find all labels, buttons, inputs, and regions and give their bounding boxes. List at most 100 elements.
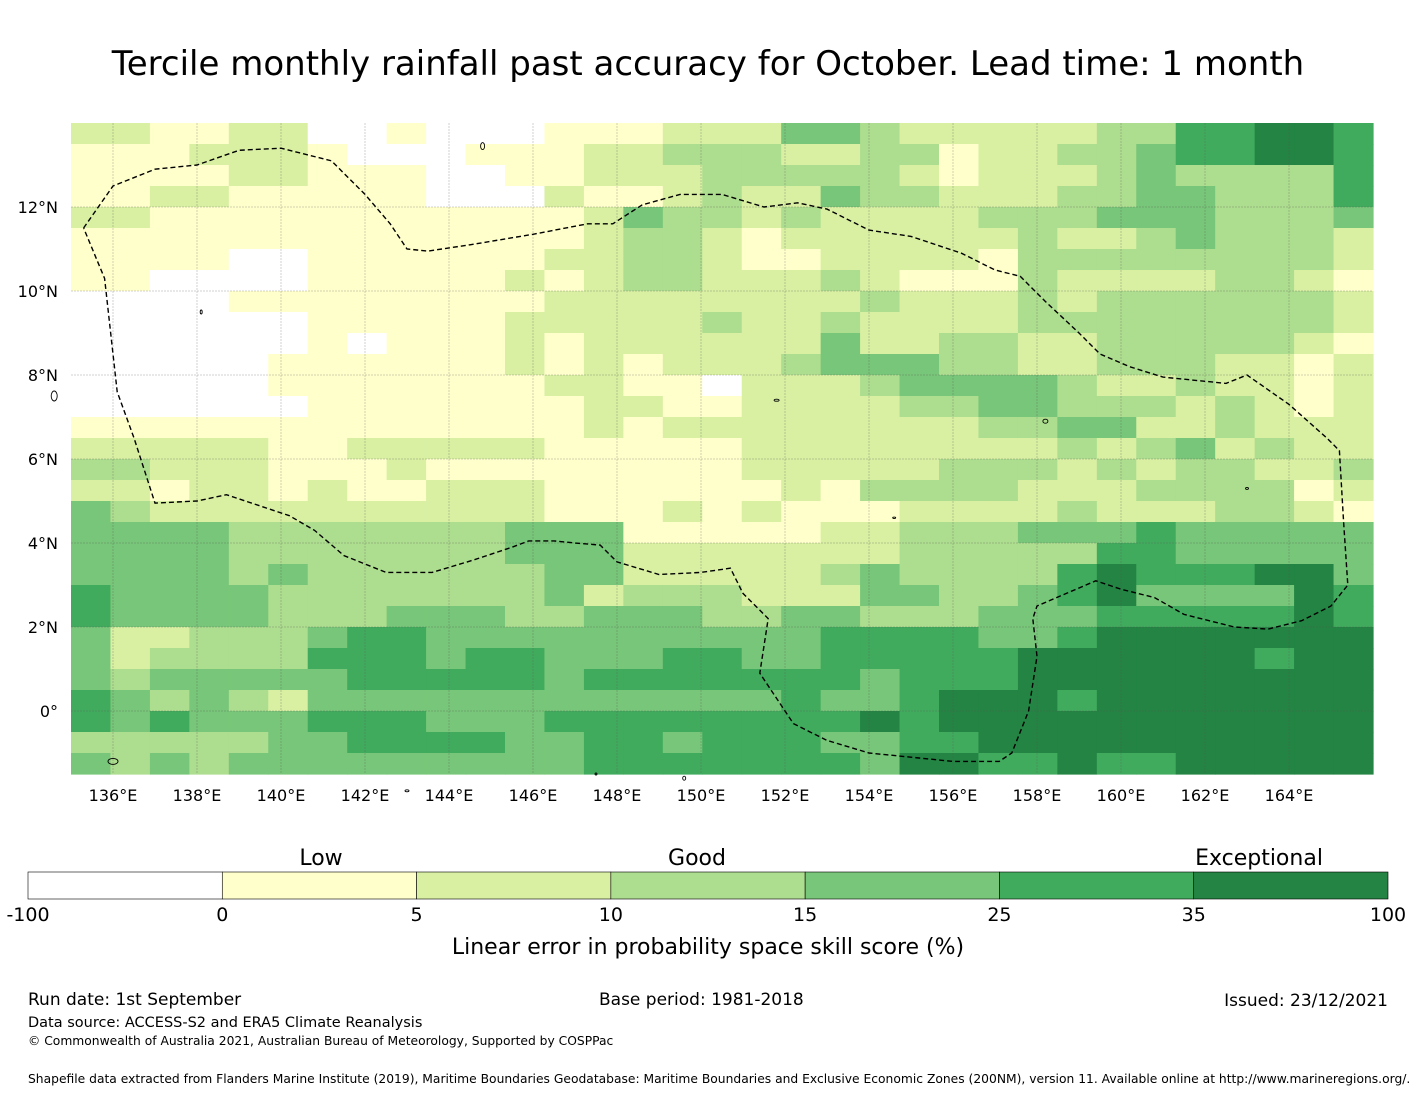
grid-cell <box>1136 417 1177 439</box>
grid-cell <box>623 501 664 523</box>
grid-cell <box>662 438 703 460</box>
grid-cell <box>505 732 546 754</box>
grid-cell <box>781 375 822 397</box>
grid-cell <box>939 354 980 376</box>
grid-cell <box>820 144 861 166</box>
grid-cell <box>544 249 585 271</box>
lat-tick-label: 4°N <box>28 534 58 553</box>
grid-cell <box>228 270 269 292</box>
grid-cell <box>544 732 585 754</box>
grid-cell <box>1333 354 1374 376</box>
grid-cell <box>307 480 348 502</box>
grid-cell <box>1333 669 1374 691</box>
grid-cell <box>149 228 190 250</box>
grid-cell <box>1136 606 1177 628</box>
grid-cell <box>228 669 269 691</box>
grid-cell <box>268 480 309 502</box>
grid-cell <box>662 543 703 565</box>
grid-cell <box>1333 291 1374 313</box>
grid-cell <box>702 543 743 565</box>
grid-cell <box>149 543 190 565</box>
grid-cell <box>386 669 427 691</box>
grid-cell <box>426 396 467 418</box>
grid-cell <box>189 396 230 418</box>
grid-cell <box>702 690 743 712</box>
grid-cell <box>1215 228 1256 250</box>
grid-cell <box>347 438 388 460</box>
grid-cell <box>820 333 861 355</box>
grid-cell <box>860 753 901 775</box>
grid-cell <box>978 522 1019 544</box>
grid-cell <box>1136 501 1177 523</box>
grid-cell <box>978 417 1019 439</box>
grid-cell <box>583 564 624 586</box>
grid-cell <box>1175 291 1216 313</box>
grid-cell <box>820 564 861 586</box>
grid-cell <box>347 606 388 628</box>
grid-cell <box>978 543 1019 565</box>
grid-cell <box>465 207 506 229</box>
grid-cell <box>1136 312 1177 334</box>
grid-cell <box>268 375 309 397</box>
grid-cell <box>307 501 348 523</box>
grid-cell <box>781 711 822 733</box>
grid-cell <box>583 711 624 733</box>
grid-cell <box>939 165 980 187</box>
grid-cell <box>1017 375 1058 397</box>
grid-cell <box>189 648 230 670</box>
grid-cell <box>583 438 624 460</box>
grid-cell <box>781 753 822 775</box>
grid-cell <box>781 144 822 166</box>
grid-cell <box>110 522 151 544</box>
grid-cell <box>662 648 703 670</box>
grid-cell <box>1254 480 1295 502</box>
grid-cell <box>583 690 624 712</box>
grid-cell <box>1215 123 1256 145</box>
grid-cell <box>939 690 980 712</box>
grid-cell <box>1017 228 1058 250</box>
grid-cell <box>1294 354 1335 376</box>
grid-cell <box>110 396 151 418</box>
grid-cell <box>426 312 467 334</box>
grid-cell <box>465 564 506 586</box>
island-outline <box>107 757 119 765</box>
grid-cell <box>544 522 585 544</box>
grid-cell <box>1136 732 1177 754</box>
grid-cell <box>307 732 348 754</box>
grid-cell <box>741 333 782 355</box>
grid-cell <box>820 417 861 439</box>
lat-tick-label: 0° <box>40 702 58 721</box>
lon-tick-label: 158°E <box>1013 786 1062 805</box>
grid-cell <box>978 606 1019 628</box>
grid-cell <box>426 669 467 691</box>
grid-cell <box>347 165 388 187</box>
grid-cell <box>189 354 230 376</box>
grid-cell <box>939 270 980 292</box>
grid-cell <box>505 459 546 481</box>
grid-cell <box>1175 354 1216 376</box>
grid-cell <box>426 165 467 187</box>
grid-cell <box>1333 207 1374 229</box>
grid-cell <box>1096 375 1137 397</box>
grid-cell <box>386 228 427 250</box>
grid-cell <box>820 606 861 628</box>
grid-cell <box>189 291 230 313</box>
grid-cell <box>71 732 112 754</box>
grid-cell <box>939 291 980 313</box>
grid-cell <box>465 417 506 439</box>
grid-cell <box>662 144 703 166</box>
grid-cell <box>662 459 703 481</box>
grid-cell <box>1215 417 1256 439</box>
grid-cell <box>741 669 782 691</box>
grid-cell <box>702 186 743 208</box>
grid-cell <box>189 501 230 523</box>
grid-cell <box>71 333 112 355</box>
grid-cell <box>1294 123 1335 145</box>
grid-cell <box>1136 144 1177 166</box>
grid-cell <box>228 291 269 313</box>
grid-cell <box>820 627 861 649</box>
island-outline <box>892 516 897 519</box>
grid-cell <box>386 165 427 187</box>
grid-cell <box>1136 438 1177 460</box>
grid-cell <box>741 207 782 229</box>
